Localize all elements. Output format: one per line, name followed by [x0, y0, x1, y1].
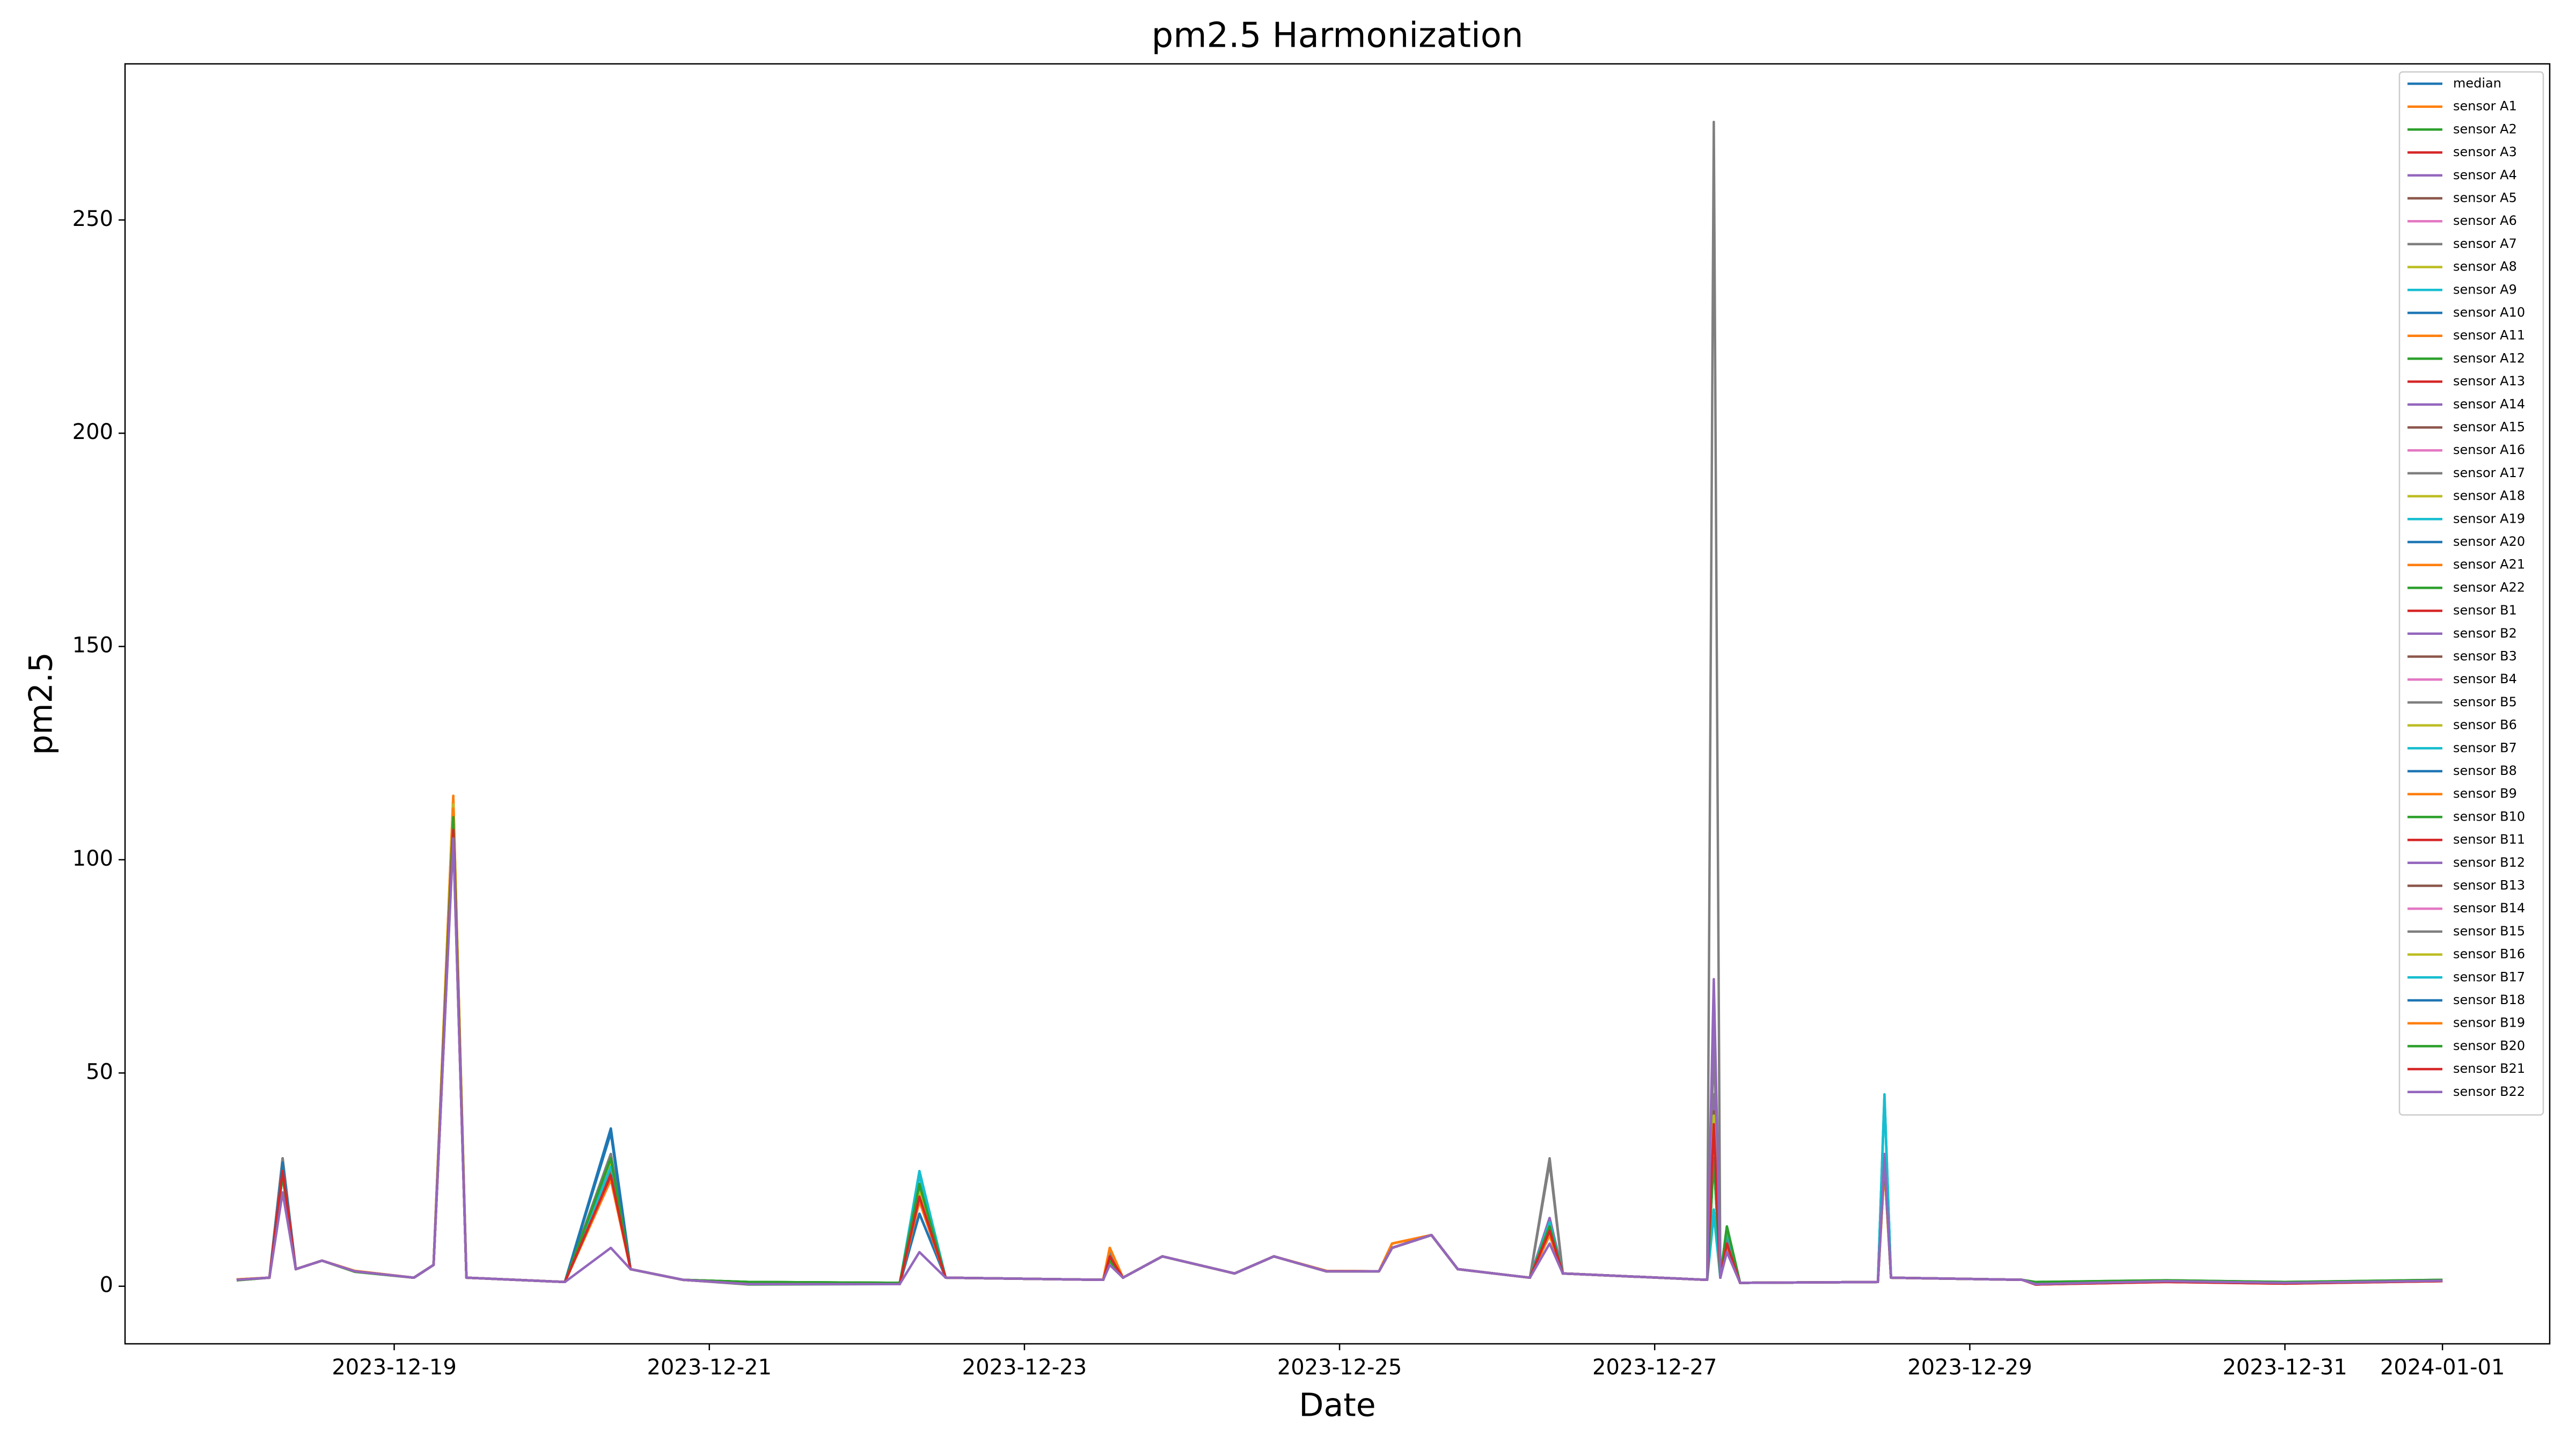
legend-label: sensor B4 [2453, 671, 2517, 686]
x-tick-label: 2023-12-21 [647, 1355, 771, 1380]
legend-label: sensor B5 [2453, 694, 2517, 709]
legend-label: sensor A13 [2453, 374, 2525, 389]
x-axis-label: Date [1299, 1387, 1375, 1424]
legend-label: sensor A17 [2453, 465, 2525, 480]
legend-label: sensor A21 [2453, 557, 2525, 572]
legend-label: sensor B20 [2453, 1038, 2525, 1053]
series-line [236, 837, 2443, 1285]
legend-label: sensor A7 [2453, 236, 2517, 251]
legend-label: sensor B22 [2453, 1084, 2525, 1099]
legend-label: sensor A22 [2453, 580, 2525, 595]
legend-label: sensor A19 [2453, 511, 2525, 526]
legend-label: sensor A16 [2453, 442, 2525, 457]
legend-label: sensor B13 [2453, 878, 2525, 893]
y-tick-label: 250 [72, 207, 113, 231]
legend-label: sensor A10 [2453, 305, 2525, 320]
y-tick-label: 0 [100, 1273, 113, 1298]
y-tick-label: 200 [72, 420, 113, 444]
legend-label: sensor B16 [2453, 947, 2525, 962]
legend-label: sensor B8 [2453, 763, 2517, 778]
legend-label: sensor B10 [2453, 809, 2525, 824]
legend-label: sensor A6 [2453, 213, 2517, 228]
legend-label: sensor B9 [2453, 786, 2517, 801]
y-tick-label: 150 [72, 633, 113, 658]
y-tick-label: 100 [72, 846, 113, 871]
x-tick-label: 2023-12-29 [1907, 1355, 2032, 1380]
legend-label: sensor A2 [2453, 121, 2517, 136]
legend-label: sensor A4 [2453, 167, 2517, 182]
x-tick-label: 2023-12-25 [1277, 1355, 1402, 1380]
legend-label: sensor A11 [2453, 328, 2525, 343]
legend-label: sensor B7 [2453, 740, 2517, 755]
x-tick-label: 2024-01-01 [2380, 1355, 2505, 1380]
legend-label: sensor B11 [2453, 832, 2525, 847]
legend-label: sensor A14 [2453, 397, 2525, 412]
y-tick-label: 50 [86, 1059, 113, 1084]
legend-label: sensor A20 [2453, 534, 2525, 549]
legend-label: median [2453, 76, 2501, 91]
legend-label: sensor B1 [2453, 603, 2517, 618]
legend-label: sensor B18 [2453, 992, 2525, 1007]
legend-label: sensor A5 [2453, 191, 2517, 206]
legend-label: sensor A3 [2453, 144, 2517, 159]
axes-frame [124, 63, 2551, 1345]
legend-label: sensor B19 [2453, 1015, 2525, 1030]
legend-label: sensor B14 [2453, 901, 2525, 916]
legend-label: sensor B21 [2453, 1061, 2525, 1076]
legend: median sensor A1 sensor A2 sensor A3 sensor … [2398, 71, 2544, 1116]
legend-label: sensor B3 [2453, 649, 2517, 664]
legend-label: sensor A12 [2453, 350, 2525, 365]
legend-label: sensor B15 [2453, 924, 2525, 939]
legend-label: sensor B2 [2453, 626, 2517, 641]
chart-title: pm2.5 Harmonization [1152, 16, 1524, 56]
legend-label: sensor B6 [2453, 718, 2517, 733]
legend-label: sensor B17 [2453, 969, 2525, 984]
x-tick-label: 2023-12-19 [332, 1355, 456, 1380]
legend-label: sensor A18 [2453, 488, 2525, 503]
legend-box [2398, 71, 2544, 1116]
x-tick-label: 2023-12-31 [2222, 1355, 2347, 1380]
x-tick-label: 2023-12-27 [1592, 1355, 1717, 1380]
legend-label: sensor A9 [2453, 282, 2517, 297]
x-tick-label: 2023-12-23 [962, 1355, 1087, 1380]
legend-label: sensor A1 [2453, 99, 2517, 114]
y-axis-label: pm2.5 [23, 652, 60, 755]
legend-label: sensor A8 [2453, 259, 2517, 274]
legend-label: sensor A15 [2453, 420, 2525, 435]
plot-area [236, 120, 2443, 1286]
legend-label: sensor B12 [2453, 855, 2525, 870]
